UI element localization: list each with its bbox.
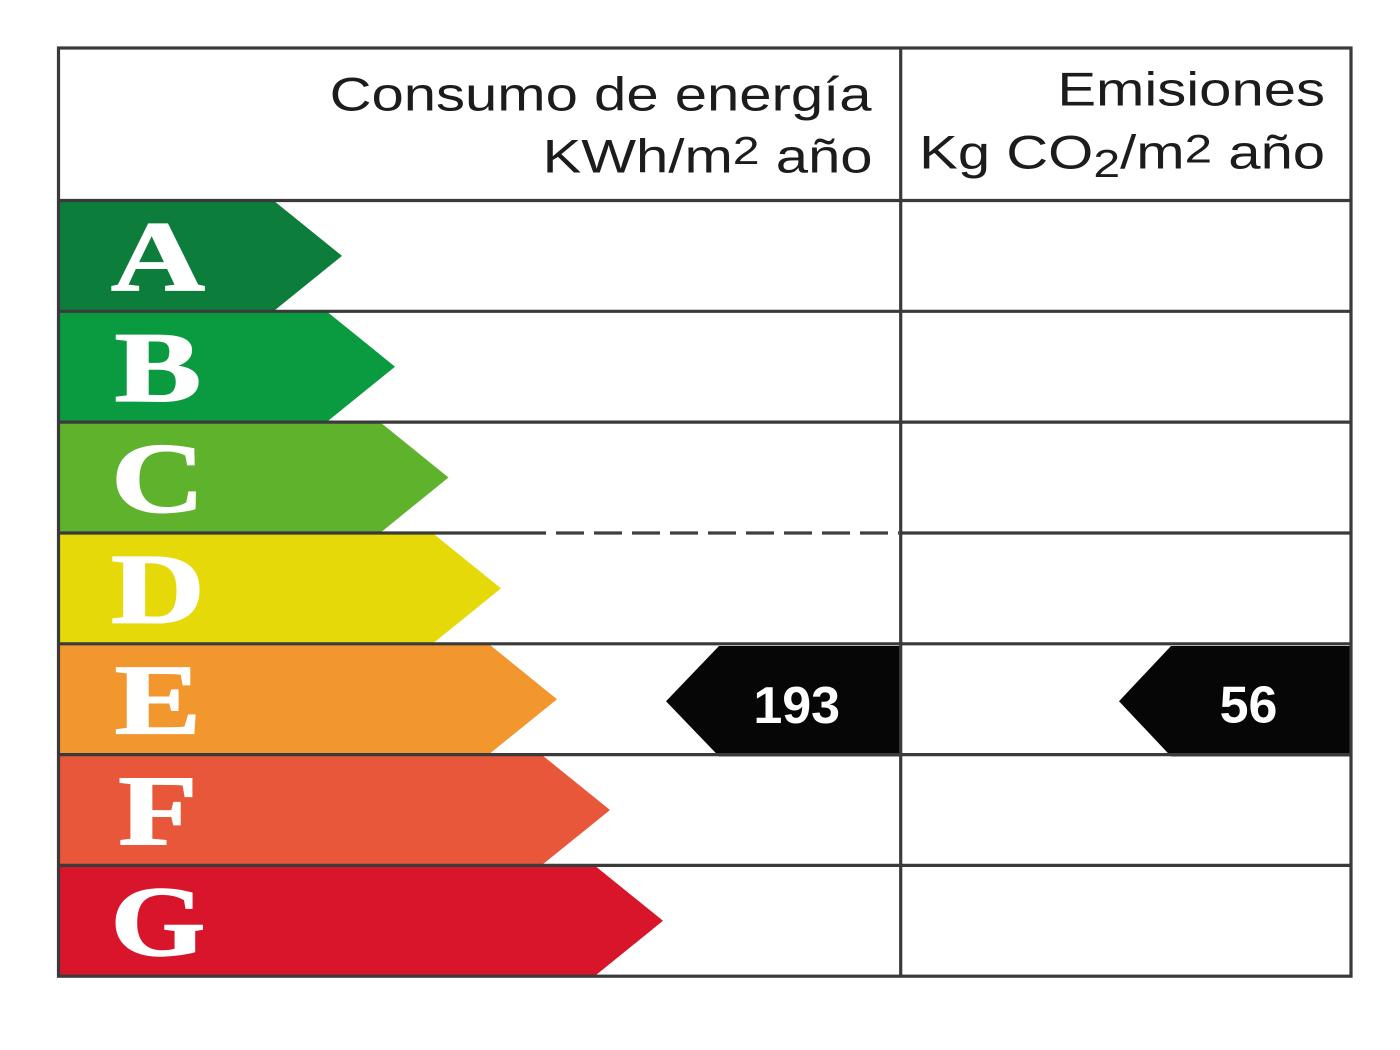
svg-text:Consumo de energía: Consumo de energía [330, 69, 873, 122]
svg-text:E: E [115, 645, 202, 755]
svg-text:C: C [111, 424, 205, 534]
svg-text:193: 193 [753, 677, 840, 735]
svg-text:D: D [111, 535, 205, 645]
svg-text:KWh/m2 año: KWh/m2 año [543, 129, 873, 183]
svg-text:B: B [115, 313, 202, 423]
svg-text:G: G [111, 867, 206, 977]
svg-text:F: F [118, 756, 197, 866]
svg-text:A: A [111, 202, 205, 312]
svg-text:Emisiones: Emisiones [1057, 64, 1325, 117]
svg-text:56: 56 [1220, 677, 1278, 735]
svg-text:Kg CO2/m2 año: Kg CO2/m2 año [919, 126, 1325, 186]
